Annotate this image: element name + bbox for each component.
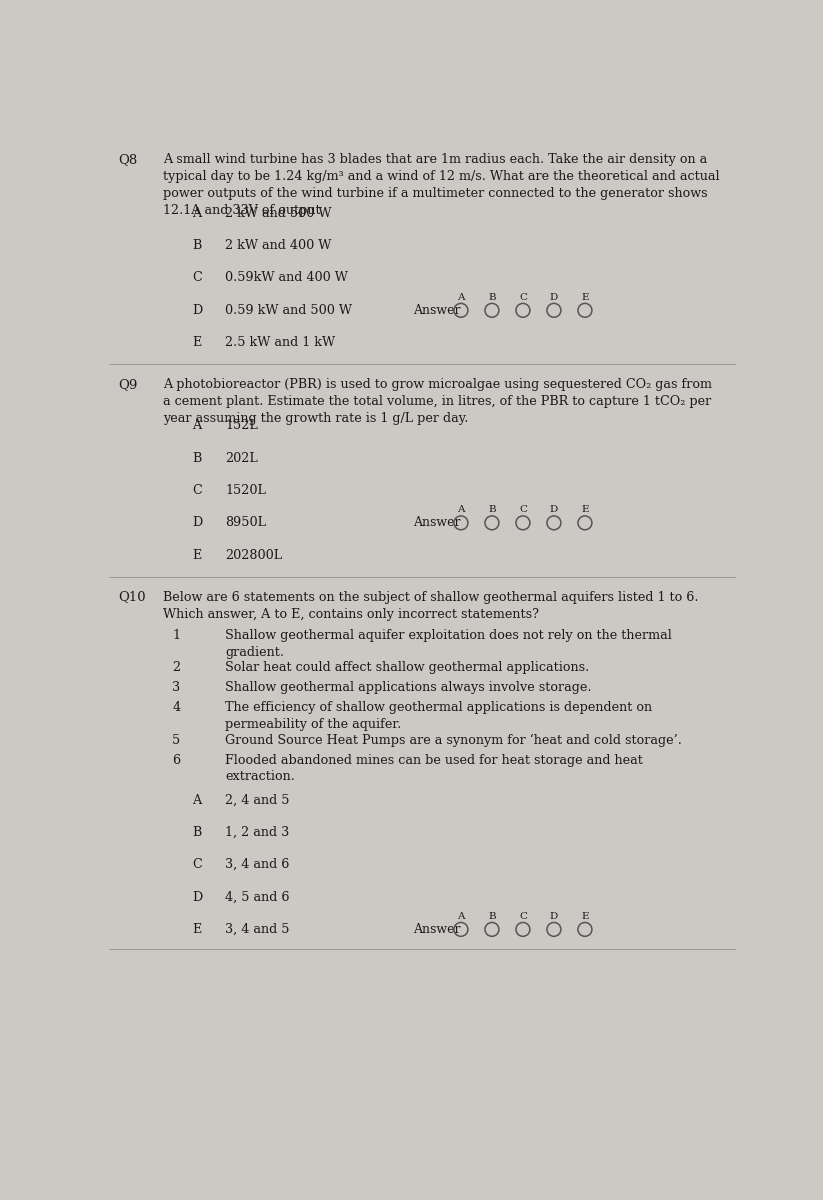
Text: 152L: 152L <box>226 419 258 432</box>
Text: Q8: Q8 <box>119 154 137 167</box>
Text: A: A <box>192 793 202 806</box>
Text: C: C <box>192 484 202 497</box>
Text: A: A <box>192 419 202 432</box>
Text: A: A <box>457 505 465 515</box>
Text: 3: 3 <box>172 682 180 695</box>
Text: Ground Source Heat Pumps are a synonym for ‘heat and cold storage’.: Ground Source Heat Pumps are a synonym f… <box>226 734 682 748</box>
Text: C: C <box>519 505 527 515</box>
Text: D: D <box>192 890 202 904</box>
Text: D: D <box>550 293 558 302</box>
Text: A: A <box>192 206 202 220</box>
Text: 202800L: 202800L <box>226 548 282 562</box>
Text: B: B <box>488 505 495 515</box>
Text: 2, 4 and 5: 2, 4 and 5 <box>226 793 290 806</box>
Text: Q10: Q10 <box>119 590 146 604</box>
Text: D: D <box>192 304 202 317</box>
Text: D: D <box>192 516 202 529</box>
Text: Answer: Answer <box>413 516 460 529</box>
Text: A: A <box>457 293 465 302</box>
Text: 0.59 kW and 500 W: 0.59 kW and 500 W <box>226 304 352 317</box>
Text: 202L: 202L <box>226 451 258 464</box>
Text: B: B <box>192 826 202 839</box>
Text: 1, 2 and 3: 1, 2 and 3 <box>226 826 290 839</box>
Text: Shallow geothermal applications always involve storage.: Shallow geothermal applications always i… <box>226 682 592 695</box>
Text: C: C <box>192 858 202 871</box>
Text: Answer: Answer <box>413 304 460 317</box>
Text: The efficiency of shallow geothermal applications is dependent on
permeability o: The efficiency of shallow geothermal app… <box>226 702 653 731</box>
Text: 5: 5 <box>172 734 180 746</box>
Text: B: B <box>488 293 495 302</box>
Text: C: C <box>519 912 527 920</box>
Text: 2 kW and 400 W: 2 kW and 400 W <box>226 239 332 252</box>
Text: D: D <box>550 505 558 515</box>
Text: 6: 6 <box>172 754 180 767</box>
Text: Solar heat could affect shallow geothermal applications.: Solar heat could affect shallow geotherm… <box>226 661 589 674</box>
Text: 4, 5 and 6: 4, 5 and 6 <box>226 890 290 904</box>
Text: Below are 6 statements on the subject of shallow geothermal aquifers listed 1 to: Below are 6 statements on the subject of… <box>163 590 699 620</box>
Text: 2: 2 <box>172 661 180 674</box>
Text: 1520L: 1520L <box>226 484 266 497</box>
Text: E: E <box>192 548 202 562</box>
Text: Answer: Answer <box>413 923 460 936</box>
Text: B: B <box>192 451 202 464</box>
Text: E: E <box>581 912 588 920</box>
Text: B: B <box>488 912 495 920</box>
Text: 8950L: 8950L <box>226 516 267 529</box>
Text: 3, 4 and 6: 3, 4 and 6 <box>226 858 290 871</box>
Text: Flooded abandoned mines can be used for heat storage and heat
extraction.: Flooded abandoned mines can be used for … <box>226 754 644 784</box>
Text: 4: 4 <box>172 702 180 714</box>
Text: A: A <box>457 912 465 920</box>
Text: 3, 4 and 5: 3, 4 and 5 <box>226 923 290 936</box>
Text: 2.5 kW and 1 kW: 2.5 kW and 1 kW <box>226 336 336 349</box>
Text: B: B <box>192 239 202 252</box>
Text: A photobioreactor (PBR) is used to grow microalgae using sequestered CO₂ gas fro: A photobioreactor (PBR) is used to grow … <box>163 378 713 425</box>
Text: 2 kW and 500 W: 2 kW and 500 W <box>226 206 332 220</box>
Text: Q9: Q9 <box>119 378 137 391</box>
Text: C: C <box>519 293 527 302</box>
Text: C: C <box>192 271 202 284</box>
Text: 0.59kW and 400 W: 0.59kW and 400 W <box>226 271 348 284</box>
Text: A small wind turbine has 3 blades that are 1m radius each. Take the air density : A small wind turbine has 3 blades that a… <box>163 154 720 217</box>
Text: D: D <box>550 912 558 920</box>
Text: E: E <box>192 923 202 936</box>
Text: Shallow geothermal aquifer exploitation does not rely on the thermal
gradient.: Shallow geothermal aquifer exploitation … <box>226 629 672 659</box>
Text: E: E <box>581 293 588 302</box>
Text: E: E <box>581 505 588 515</box>
Text: 1: 1 <box>172 629 180 642</box>
Text: E: E <box>192 336 202 349</box>
